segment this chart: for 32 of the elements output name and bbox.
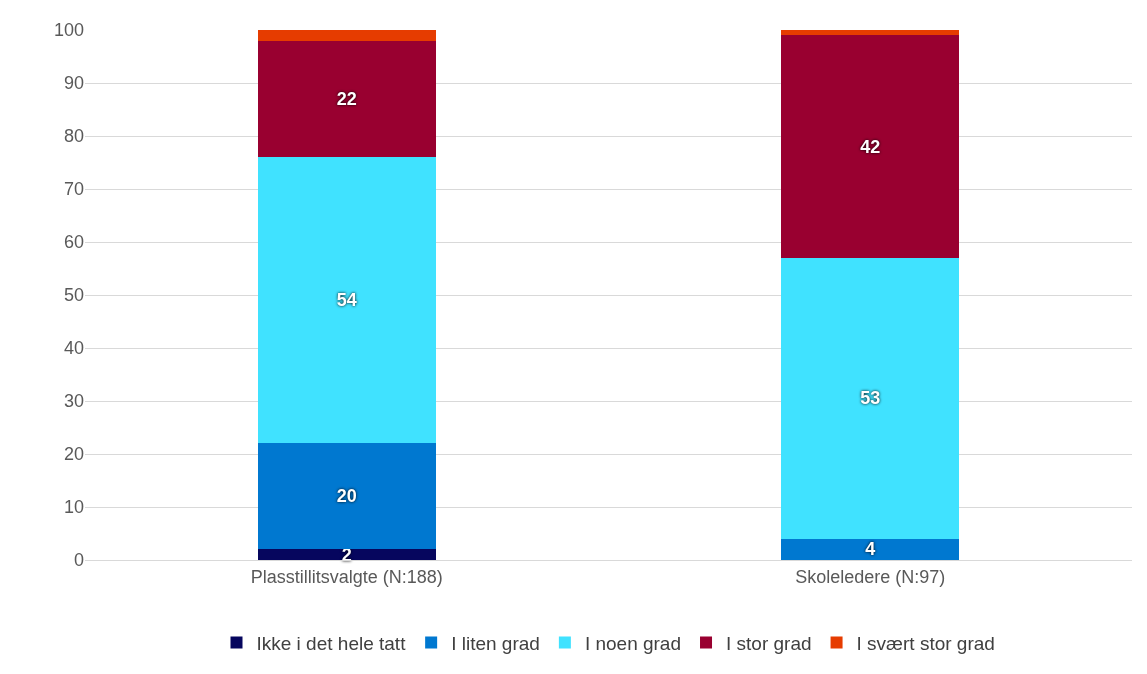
data-label: 22 (336, 88, 357, 109)
data-label: 53 (860, 388, 881, 409)
x-tick-label: Skoleledere (N:97) (795, 566, 946, 587)
data-label: 4 (865, 539, 876, 560)
legend-label: I stor grad (726, 632, 812, 654)
y-tick-label: 50 (63, 285, 84, 306)
y-tick-label: 20 (63, 444, 84, 465)
bar (257, 443, 436, 550)
legend-label: Ikke i det hele tatt (256, 632, 407, 654)
y-tick-label: 60 (63, 232, 84, 253)
y-tick-label: 100 (53, 20, 84, 41)
legend-label: I svært stor grad (856, 632, 995, 654)
legend-label: I noen grad (584, 632, 682, 654)
bar (781, 257, 960, 539)
bar (257, 157, 436, 444)
y-tick-label: 30 (63, 391, 84, 412)
legend-label: I liten grad (451, 632, 540, 654)
y-tick-label: 10 (63, 497, 84, 518)
y-tick-label: 0 (73, 550, 84, 571)
bar (781, 35, 960, 258)
y-tick-label: 90 (63, 73, 84, 94)
bar (257, 40, 436, 158)
y-tick-label: 80 (63, 126, 84, 147)
x-tick-label: Plasstillitsvalgte (N:188) (250, 566, 443, 587)
data-label: 54 (336, 290, 357, 311)
y-tick-label: 40 (63, 338, 84, 359)
bar (781, 30, 960, 36)
y-tick-label: 70 (63, 179, 84, 200)
bar (781, 538, 960, 560)
data-label: 20 (336, 486, 357, 507)
bar (257, 30, 436, 41)
data-label: 42 (860, 136, 881, 157)
